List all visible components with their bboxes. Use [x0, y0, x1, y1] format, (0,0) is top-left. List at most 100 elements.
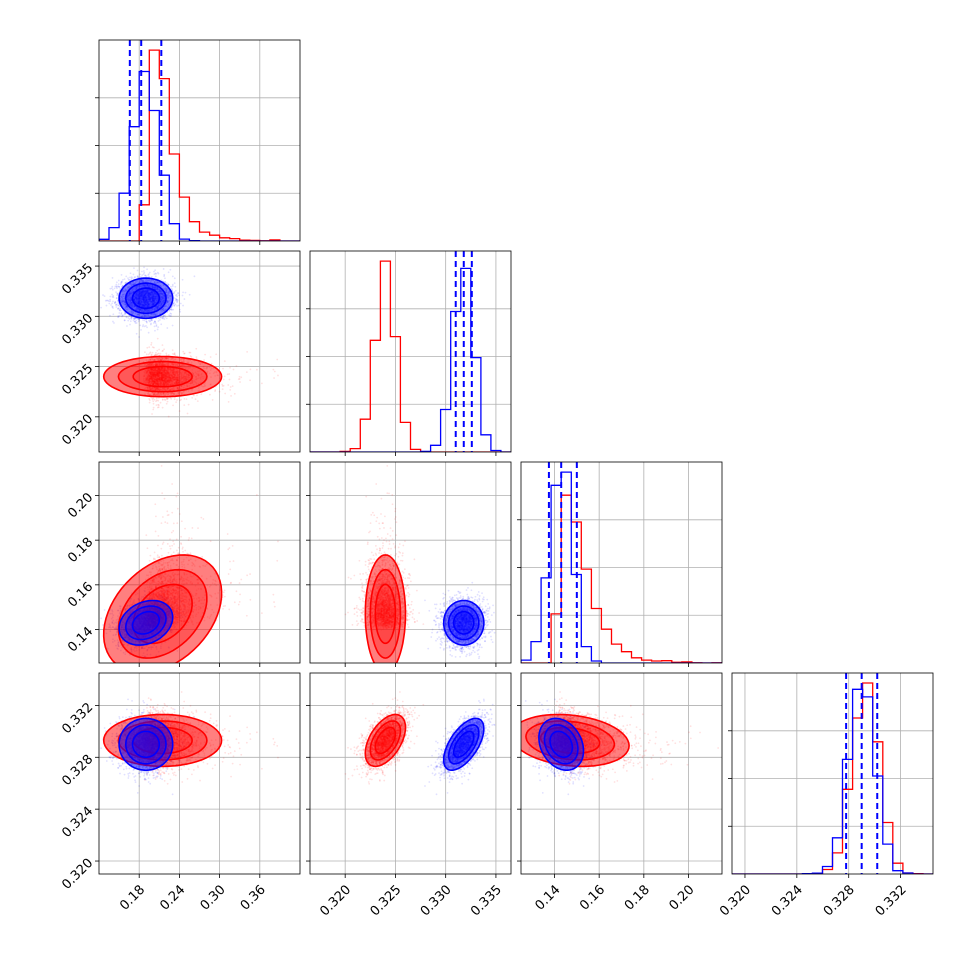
scatter-point [187, 403, 190, 406]
scatter-point [235, 365, 238, 367]
scatter-point [172, 404, 174, 407]
scatter-point [159, 401, 162, 404]
scatter-point [228, 373, 231, 375]
scatter-point [222, 367, 224, 370]
scatter-point [148, 352, 151, 355]
scatter-point [231, 385, 234, 388]
panel-1-0 [99, 251, 300, 452]
scatter-point [153, 346, 155, 349]
scatter-point [113, 287, 116, 290]
scatter-point [233, 392, 236, 395]
scatter-point [152, 400, 155, 403]
scatter-point [150, 276, 153, 278]
scatter-point [126, 325, 128, 327]
scatter-point [229, 388, 232, 391]
scatter-point [204, 353, 207, 356]
scatter-point [164, 399, 167, 401]
scatter-point [176, 305, 178, 307]
scatter-point [276, 358, 279, 361]
scatter-point [157, 406, 160, 409]
scatter-point [150, 341, 153, 344]
scatter-point [157, 399, 160, 402]
scatter-point [165, 354, 168, 357]
scatter-point [173, 304, 176, 307]
scatter-point [146, 268, 149, 271]
scatter-point [150, 322, 152, 325]
scatter-point [249, 379, 251, 382]
scatter-point [148, 271, 151, 274]
scatter-point [164, 316, 167, 318]
scatter-point [113, 322, 115, 324]
scatter-point [117, 283, 120, 286]
scatter-point [226, 373, 229, 376]
scatter-point [156, 406, 159, 409]
scatter-point [171, 349, 174, 352]
scatter-point [142, 270, 145, 272]
scatter-point [150, 396, 153, 399]
scatter-point [153, 398, 156, 401]
scatter-point [182, 291, 184, 294]
scatter-point [238, 377, 241, 380]
scatter-point [109, 287, 112, 290]
scatter-point [221, 385, 224, 387]
scatter-point [139, 324, 142, 327]
scatter-point [155, 404, 158, 407]
scatter-point [223, 375, 226, 378]
scatter-point [152, 406, 155, 409]
scatter-point [186, 412, 189, 415]
scatter-point [138, 318, 140, 321]
scatter-point [161, 350, 164, 353]
scatter-point [165, 397, 168, 400]
scatter-point [165, 398, 168, 401]
scatter-point [164, 277, 166, 280]
scatter-point [224, 392, 227, 395]
scatter-point [161, 399, 164, 401]
scatter-point [166, 327, 169, 329]
scatter-point [171, 283, 174, 286]
panel-3-1 [310, 673, 511, 874]
scatter-point [200, 393, 203, 396]
scatter-point [140, 329, 142, 331]
scatter-point [273, 370, 276, 373]
scatter-point [170, 308, 173, 310]
scatter-point [209, 393, 211, 396]
scatter-point [228, 378, 231, 381]
scatter-point [145, 320, 148, 323]
scatter-point [115, 281, 118, 284]
scatter-point [172, 308, 175, 311]
scatter-point [138, 336, 141, 338]
scatter-point [179, 399, 182, 402]
scatter-point [119, 283, 122, 286]
scatter-point [227, 400, 230, 403]
scatter-point [156, 337, 159, 340]
scatter-point [132, 319, 135, 322]
scatter-point [215, 353, 218, 356]
scatter-point [163, 348, 165, 351]
scatter-point [141, 274, 144, 276]
scatter-point [112, 313, 115, 316]
scatter-point [173, 277, 176, 280]
scatter-point [155, 353, 158, 356]
scatter-point [177, 304, 180, 307]
scatter-point [150, 354, 153, 357]
scatter-point [165, 317, 168, 320]
scatter-point [203, 359, 205, 361]
scatter-point [229, 366, 231, 369]
scatter-point [238, 375, 241, 378]
scatter-point [154, 353, 157, 356]
scatter-point [165, 352, 168, 355]
scatter-point [194, 398, 197, 401]
scatter-point [155, 325, 158, 328]
scatter-point [245, 371, 248, 374]
scatter-point [183, 352, 186, 355]
scatter-point [151, 398, 154, 401]
scatter-point [129, 320, 132, 323]
scatter-point [211, 399, 214, 401]
scatter-point [155, 397, 158, 400]
scatter-point [130, 278, 133, 280]
scatter-point [148, 398, 151, 400]
scatter-point [117, 304, 120, 307]
scatter-point [273, 377, 275, 379]
scatter-point [151, 413, 153, 415]
scatter-point [214, 389, 217, 391]
